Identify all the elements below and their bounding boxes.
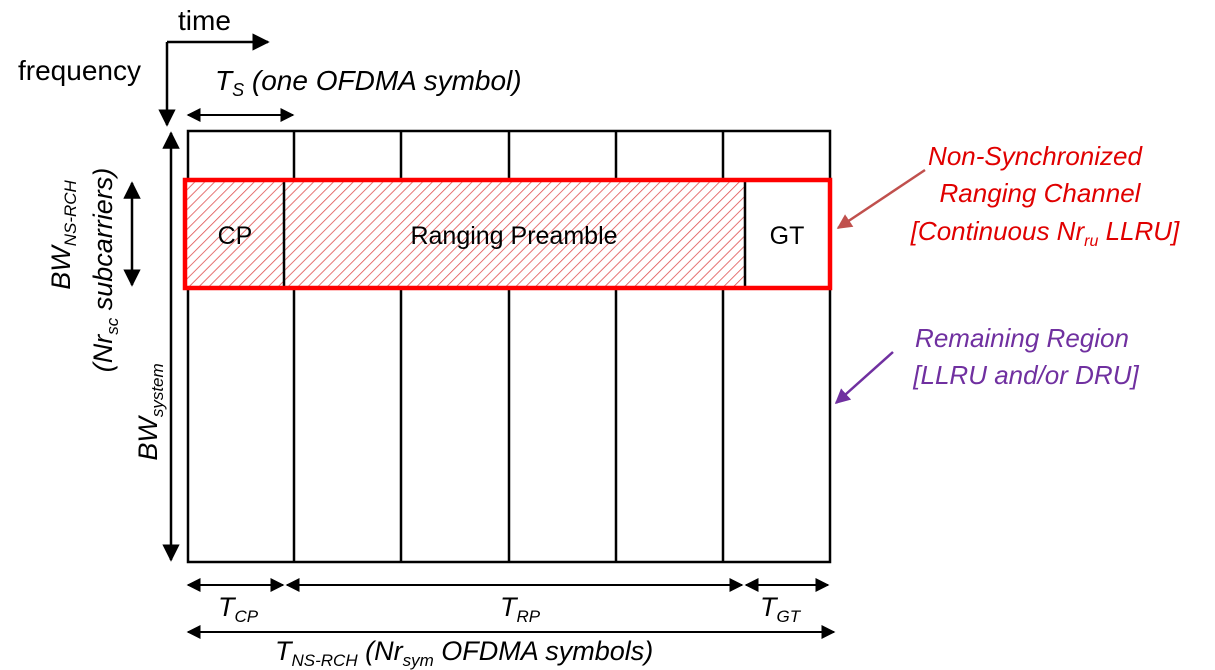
ns-rch-bandwidth-label: BWNS-RCH	[46, 179, 80, 289]
duration-annotations: TCP TRP TGT TNS-RCH (Nrsym OFDMA symbols…	[186, 578, 836, 670]
ranging-channel-border	[182, 177, 833, 291]
cp-region	[185, 180, 284, 288]
ns-annotation-line3: [Continuous Nrru LLRU]	[910, 216, 1180, 250]
ns-annotation-line2: Ranging Channel	[940, 178, 1142, 208]
bandwidth-annotations: BWNS-RCH (Nrsc subcarriers) BWsystem	[46, 131, 180, 562]
rp-duration-label: TRP	[500, 592, 541, 626]
time-label: time	[178, 5, 231, 36]
ns-annotation-line1: Non-Synchronized	[928, 141, 1143, 171]
cp-duration-label: TCP	[218, 592, 259, 626]
total-duration-label: TNS-RCH (Nrsym OFDMA symbols)	[275, 636, 653, 670]
ns-annotation-arrow	[836, 168, 926, 230]
remaining-region-annotation: Remaining Region [LLRU and/or DRU]	[834, 323, 1139, 405]
ranging-preamble-region	[284, 180, 745, 288]
ranging-channel: CP Ranging Preamble GT	[182, 177, 833, 291]
remaining-annotation-line1: Remaining Region	[915, 323, 1129, 353]
ranging-preamble-label: Ranging Preamble	[410, 222, 617, 250]
remaining-annotation-line2: [LLRU and/or DRU]	[912, 360, 1139, 390]
axes-indicator: time frequency	[18, 5, 270, 127]
symbol-duration-label: TS (one OFDMA symbol)	[215, 65, 522, 100]
ns-rch-subcarriers-label: (Nrsc subcarriers)	[88, 168, 122, 373]
system-bandwidth-label: BWsystem	[133, 363, 167, 460]
frequency-label: frequency	[18, 55, 141, 86]
symbol-duration: TS (one OFDMA symbol)	[186, 65, 522, 122]
cp-label: CP	[218, 222, 253, 250]
remaining-annotation-arrow	[834, 351, 894, 405]
gt-duration-label: TGT	[760, 592, 802, 626]
ns-channel-annotation: Non-Synchronized Ranging Channel [Contin…	[836, 141, 1180, 250]
gt-label: GT	[770, 222, 805, 250]
